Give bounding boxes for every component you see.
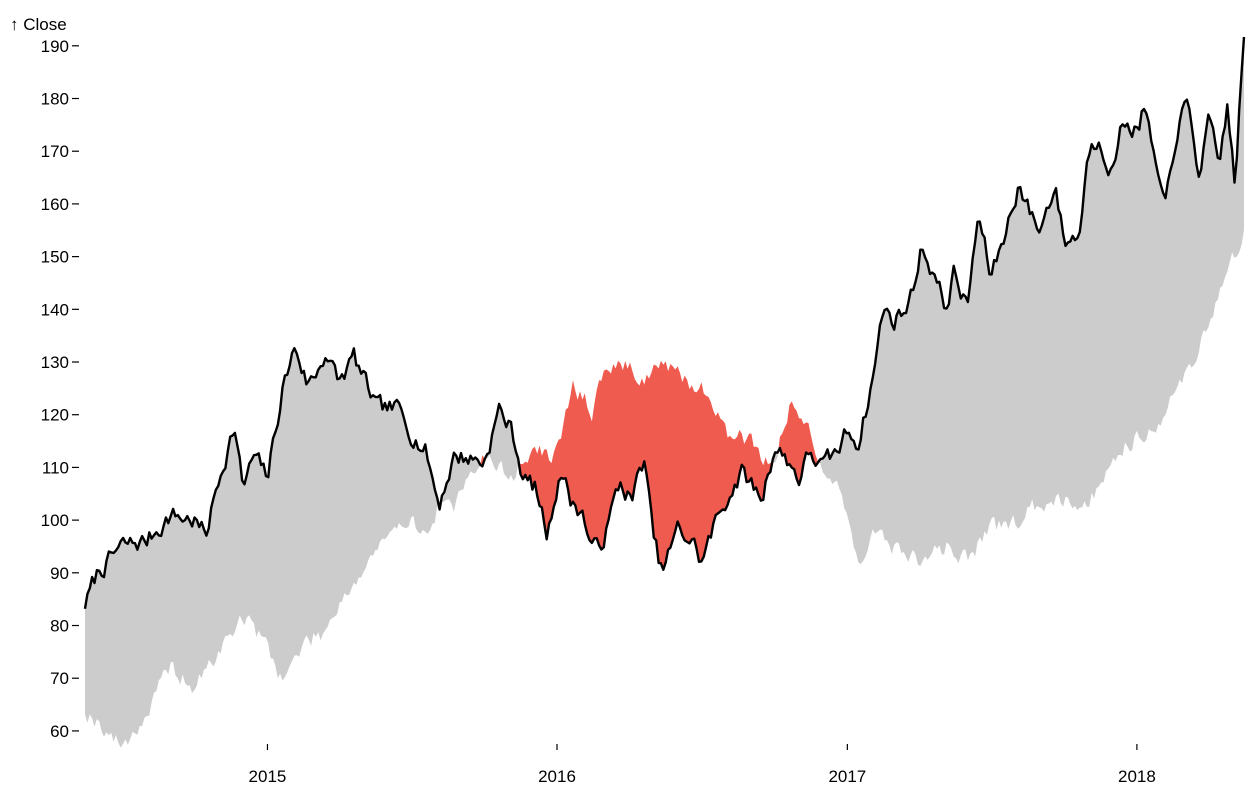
y-tick-label: 150: [41, 248, 69, 267]
y-tick-label: 180: [41, 90, 69, 109]
area-below-baseline: [85, 37, 1244, 609]
chart-areas: [85, 37, 1244, 748]
y-tick-label: 110: [42, 458, 69, 477]
y-tick-label: 100: [41, 511, 69, 530]
close-series-line: [83, 36, 1246, 609]
y-tick-label: 80: [50, 617, 69, 636]
y-tick-label: 120: [41, 406, 69, 425]
x-tick-label: 2017: [828, 767, 866, 786]
y-tick-label: 130: [41, 353, 69, 372]
y-axis-title: ↑ Close: [10, 15, 67, 34]
y-axis: 60 70 80 90 100 110 120 130 140 150 160 170 180 190: [41, 37, 79, 741]
y-tick-label: 140: [41, 300, 69, 319]
x-tick-label: 2018: [1118, 767, 1156, 786]
y-tick-label: 60: [50, 722, 69, 741]
y-tick-label: 160: [41, 195, 69, 214]
x-tick-label: 2015: [249, 767, 287, 786]
x-tick-label: 2016: [538, 767, 576, 786]
y-tick-label: 170: [41, 142, 69, 161]
y-tick-label: 190: [41, 37, 69, 56]
y-tick-label: 70: [50, 669, 69, 688]
x-axis: 2015 2016 2017 2018: [249, 744, 1156, 786]
y-tick-label: 90: [50, 564, 69, 583]
